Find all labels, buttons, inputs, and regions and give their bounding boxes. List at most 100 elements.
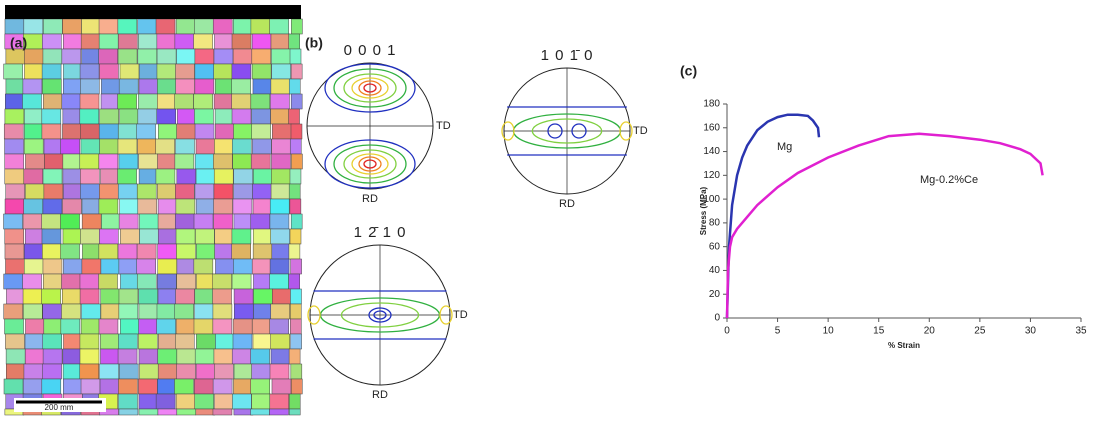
grain xyxy=(253,168,273,185)
map-edge xyxy=(5,5,301,19)
grain xyxy=(193,213,214,230)
grain xyxy=(118,393,138,410)
grain xyxy=(250,153,271,170)
grain xyxy=(194,378,214,395)
grain xyxy=(194,108,214,125)
grain xyxy=(176,168,197,185)
grain xyxy=(61,48,82,65)
grain xyxy=(22,378,43,395)
x-tick-label: 5 xyxy=(775,326,781,337)
grain xyxy=(117,348,138,365)
y-tick-label: 100 xyxy=(703,194,720,205)
grain xyxy=(290,213,303,230)
grain xyxy=(213,153,233,170)
grain xyxy=(231,108,252,125)
grain xyxy=(5,258,25,275)
grain xyxy=(100,333,120,350)
grain xyxy=(290,258,302,275)
grain xyxy=(195,138,216,155)
grain xyxy=(22,213,43,230)
annotation: Mg-0.2%Ce xyxy=(920,174,978,186)
grain xyxy=(80,78,100,95)
annotation: Mg xyxy=(777,141,792,153)
grain xyxy=(157,153,177,170)
grain xyxy=(119,63,140,80)
grain xyxy=(233,213,254,230)
grain xyxy=(156,108,177,125)
grain xyxy=(176,363,196,380)
grain xyxy=(233,303,254,320)
grain xyxy=(79,333,100,350)
x-axis-label: % Strain xyxy=(888,341,920,350)
grain xyxy=(231,228,252,245)
grain xyxy=(291,153,303,170)
grain xyxy=(231,273,252,290)
grain xyxy=(193,33,213,50)
grain xyxy=(5,93,25,110)
grain xyxy=(231,348,252,365)
grain xyxy=(158,123,178,140)
grain xyxy=(98,243,119,260)
grain xyxy=(24,243,44,260)
contour xyxy=(358,156,382,172)
pole-figure-title: 1 0 1̄ 0 xyxy=(541,47,594,64)
grain xyxy=(138,393,159,410)
grain xyxy=(175,198,196,215)
grain xyxy=(251,258,272,275)
contour xyxy=(363,83,377,93)
grain xyxy=(270,333,290,350)
grain xyxy=(214,228,234,245)
y-tick-label: 20 xyxy=(709,289,721,300)
grain xyxy=(214,243,234,260)
grain xyxy=(195,168,216,185)
grain xyxy=(233,18,253,35)
contour xyxy=(340,302,420,328)
grain xyxy=(214,363,234,380)
grain xyxy=(232,393,252,410)
grain xyxy=(138,333,158,350)
grain xyxy=(138,318,158,335)
grain xyxy=(215,258,235,275)
grain xyxy=(23,363,44,380)
grain xyxy=(5,78,26,95)
grain xyxy=(3,213,23,230)
grain xyxy=(60,318,81,335)
x-tick-label: 20 xyxy=(924,326,936,337)
grain xyxy=(232,48,253,65)
grain xyxy=(99,228,119,245)
grain xyxy=(157,363,178,380)
grain xyxy=(79,153,100,170)
grain xyxy=(176,348,197,365)
grain xyxy=(195,408,216,416)
grain xyxy=(118,408,139,416)
grain xyxy=(99,108,119,125)
grain xyxy=(118,123,138,140)
grain xyxy=(118,303,139,320)
grain xyxy=(213,93,234,110)
grain xyxy=(175,78,195,95)
grain xyxy=(213,183,234,200)
grain xyxy=(81,18,101,35)
grain xyxy=(213,168,234,185)
grain xyxy=(63,63,83,80)
grain xyxy=(80,318,101,335)
grain xyxy=(62,348,83,365)
series-line xyxy=(725,113,821,319)
grain xyxy=(214,393,234,410)
grain xyxy=(120,228,140,245)
grain xyxy=(270,348,291,365)
grain xyxy=(42,258,63,275)
grain xyxy=(288,108,300,125)
grain xyxy=(3,303,23,320)
grain xyxy=(138,348,159,365)
grain xyxy=(41,108,62,125)
grain xyxy=(99,363,119,380)
grain xyxy=(195,228,215,245)
grain xyxy=(23,198,44,215)
grain xyxy=(43,18,63,35)
grain xyxy=(174,303,195,320)
grain xyxy=(174,213,195,230)
grain xyxy=(41,213,61,230)
grain xyxy=(176,243,196,260)
grain xyxy=(119,108,139,125)
